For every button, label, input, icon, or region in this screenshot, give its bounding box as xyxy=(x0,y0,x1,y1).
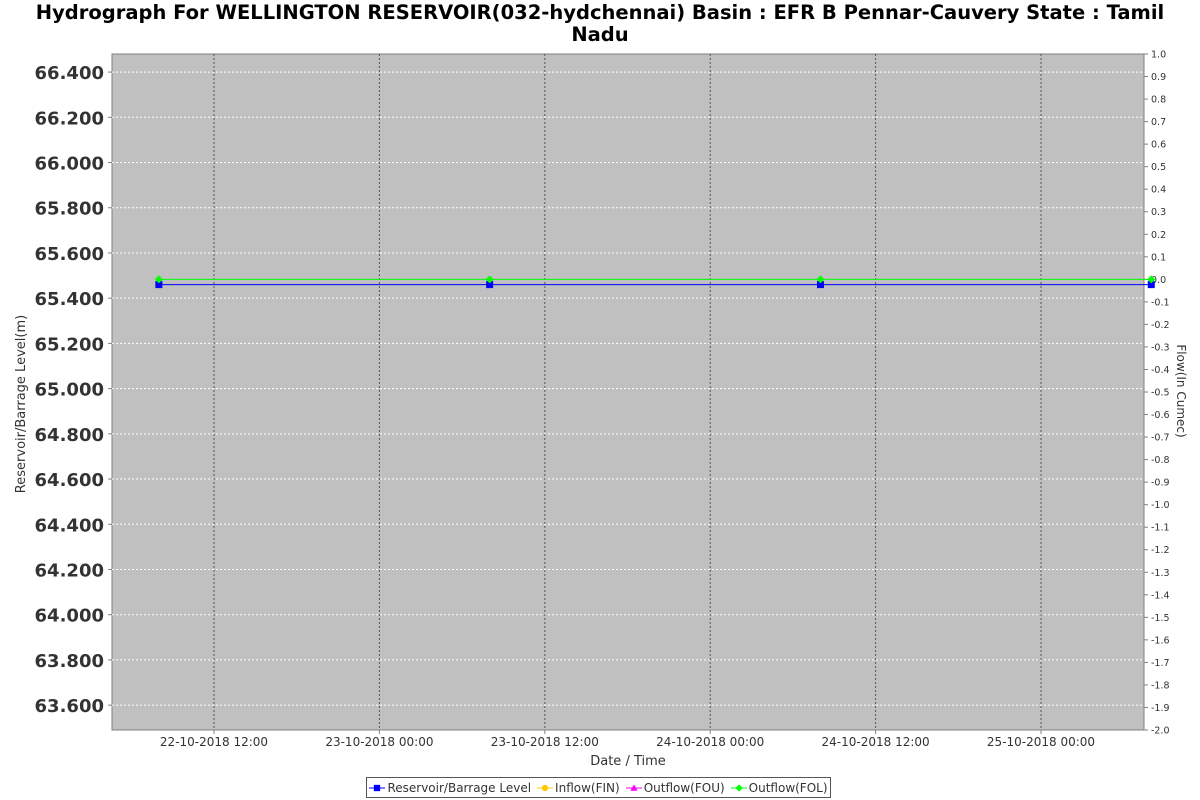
y2-tick-label: -1.3 xyxy=(1151,568,1170,579)
y2-tick-label: 0.1 xyxy=(1151,252,1166,263)
y2-tick-label: -0.4 xyxy=(1151,365,1170,376)
data-point-reservoir-barrage-level xyxy=(486,281,494,289)
legend-item: Outflow(FOU) xyxy=(625,780,725,795)
y2-axis-label: Flow(In Cumec) xyxy=(1174,344,1188,437)
y-tick-label: 63.800 xyxy=(35,651,104,672)
y2-tick-label: -0.5 xyxy=(1151,388,1170,399)
axes: 66.400 66.200 66.000 65.800 65.600 65.400 65.2… xyxy=(35,50,1170,750)
y2-tick-label: -2.0 xyxy=(1151,726,1170,737)
y-tick-label: 65.800 xyxy=(35,199,104,220)
y2-tick-label: 0.7 xyxy=(1151,117,1166,128)
chart-title-line-1: Hydrograph For WELLINGTON RESERVOIR(032-… xyxy=(35,1,1165,24)
data-point-outflow-fol xyxy=(154,275,163,284)
x-tick-label: 24-10-2018 00:00 xyxy=(656,735,764,749)
legend-item: Inflow(FIN) xyxy=(537,781,620,795)
x-tick-label: 22-10-2018 12:00 xyxy=(160,735,268,749)
y2-tick-label: 1.0 xyxy=(1151,50,1166,61)
series-layer xyxy=(154,275,1156,289)
legend-swatch-icon xyxy=(625,783,642,791)
y2-tick-label: -1.9 xyxy=(1151,703,1170,714)
y2-tick-label: 0.9 xyxy=(1151,72,1166,83)
y2-tick-label: -1.1 xyxy=(1151,523,1170,534)
data-point-outflow-fol xyxy=(1147,275,1156,284)
y2-tick-label: 0.5 xyxy=(1151,162,1166,173)
y-tick-label: 65.600 xyxy=(35,244,104,265)
data-point-outflow-fol xyxy=(485,275,494,284)
grid-lines xyxy=(112,54,1144,730)
y2-tick-label: 0.0 xyxy=(1151,275,1166,286)
chart-legend: Reservoir/Barrage Level Inflow(FIN) Outflo… xyxy=(366,777,831,798)
chart-title: Hydrograph For WELLINGTON RESERVOIR(032-… xyxy=(0,2,1200,46)
y2-tick-label: -0.1 xyxy=(1151,297,1170,308)
y-tick-label: 63.600 xyxy=(35,696,104,717)
y-tick-label: 65.000 xyxy=(35,380,104,401)
legend-swatch-icon xyxy=(537,784,554,791)
y-tick-label: 64.800 xyxy=(35,425,104,446)
y-tick-label: 64.000 xyxy=(35,606,104,627)
y2-tick-label: 0.2 xyxy=(1151,230,1166,241)
y2-tick-label: 0.3 xyxy=(1151,207,1166,218)
y2-tick-label: -0.6 xyxy=(1151,410,1170,421)
y2-tick-label: -0.7 xyxy=(1151,433,1170,444)
legend-label: Outflow(FOU) xyxy=(643,780,725,795)
y2-tick-label: -1.8 xyxy=(1151,680,1170,691)
plot-area xyxy=(111,53,1145,731)
y2-tick-label: -0.3 xyxy=(1151,342,1170,353)
x-tick-label: 24-10-2018 12:00 xyxy=(822,735,930,749)
data-point-reservoir-barrage-level xyxy=(816,281,824,289)
y-axis-label: Reservoir/Barrage Level(m) xyxy=(14,315,29,493)
y-tick-label: 66.200 xyxy=(35,108,104,129)
x-tick-label: 25-10-2018 00:00 xyxy=(987,735,1095,749)
legend-swatch-icon xyxy=(730,783,747,792)
y2-tick-label: -0.8 xyxy=(1151,455,1170,466)
y2-tick-label: -0.9 xyxy=(1151,478,1170,489)
legend-label: Reservoir/Barrage Level xyxy=(387,780,532,795)
legend-label: Inflow(FIN) xyxy=(555,780,620,795)
legend-swatch-marker xyxy=(374,784,381,791)
y2-tick-label: 0.4 xyxy=(1151,185,1166,196)
legend-swatch-marker xyxy=(541,784,549,791)
y2-tick-label: -1.2 xyxy=(1151,545,1170,556)
y-tick-label: 65.400 xyxy=(35,289,104,310)
y2-tick-label: -1.7 xyxy=(1151,658,1170,669)
y-tick-label: 64.400 xyxy=(35,515,104,536)
legend-swatch-marker xyxy=(735,783,743,792)
data-point-outflow-fol xyxy=(816,275,825,284)
legend-item: Reservoir/Barrage Level xyxy=(369,781,531,795)
y-tick-label: 66.000 xyxy=(35,154,104,175)
data-point-reservoir-barrage-level xyxy=(155,281,163,289)
x-tick-label: 23-10-2018 00:00 xyxy=(325,735,433,749)
y-tick-label: 66.400 xyxy=(35,63,104,84)
y2-tick-label: -1.6 xyxy=(1151,635,1170,646)
data-point-reservoir-barrage-level xyxy=(1147,281,1155,289)
legend-swatch-marker xyxy=(630,783,638,791)
y2-tick-label: -0.2 xyxy=(1151,320,1170,331)
y2-tick-label: -1.5 xyxy=(1151,613,1170,624)
y2-tick-label: 0.8 xyxy=(1151,95,1166,106)
y2-tick-label: 0.6 xyxy=(1151,140,1166,151)
legend-label: Outflow(FOL) xyxy=(748,780,828,795)
x-tick-label: 23-10-2018 12:00 xyxy=(491,735,599,749)
y2-tick-label: -1.4 xyxy=(1151,590,1170,601)
chart-title-line-2: Nadu xyxy=(571,23,629,46)
y2-tick-label: -1.0 xyxy=(1151,500,1170,511)
x-axis-label: Date / Time xyxy=(590,754,666,769)
legend-swatch-icon xyxy=(369,784,386,791)
y-tick-label: 65.200 xyxy=(35,334,104,355)
legend-item: Outflow(FOL) xyxy=(730,780,828,795)
y-tick-label: 64.600 xyxy=(35,470,104,491)
y-tick-label: 64.200 xyxy=(35,560,104,581)
